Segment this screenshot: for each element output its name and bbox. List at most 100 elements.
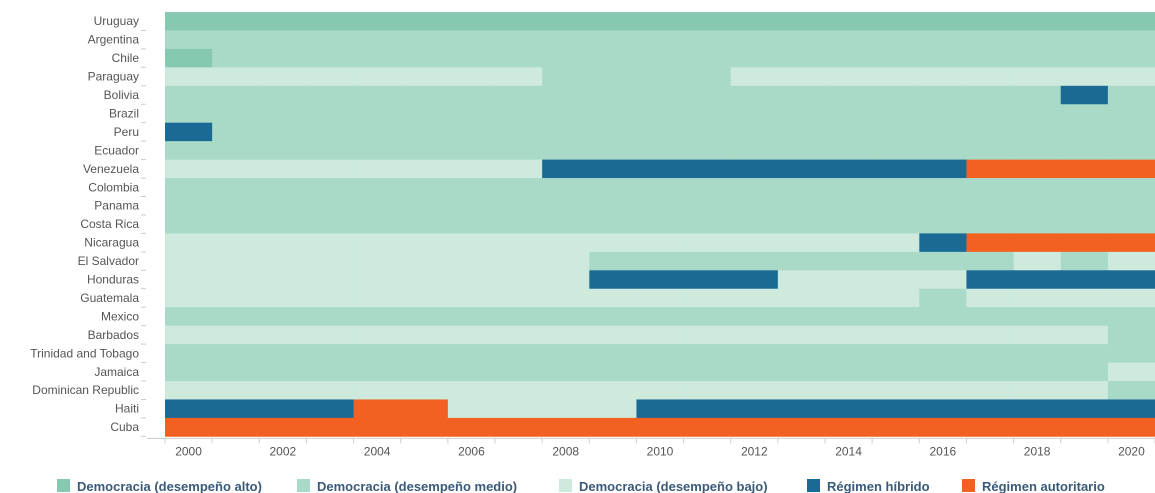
cell-uruguay-2003[interactable] (306, 12, 355, 31)
cell-panama-2009[interactable] (589, 196, 638, 216)
cell-nicaragua-2001[interactable] (212, 233, 260, 253)
cell-peru-2008[interactable] (542, 122, 590, 142)
cell-colombia-2013[interactable] (777, 178, 826, 197)
cell-argentina-2007[interactable] (495, 30, 543, 50)
cell-jamaica-2015[interactable] (872, 362, 920, 382)
cell-mexico-2014[interactable] (825, 307, 873, 327)
cell-nicaragua-2005[interactable] (400, 233, 449, 253)
legend-swatch-regimen-hibrido[interactable] (807, 479, 820, 492)
cell-venezuela-2006[interactable] (447, 159, 496, 179)
cell-brazil-2018[interactable] (1013, 104, 1062, 124)
cell-brazil-2011[interactable] (683, 104, 732, 124)
cell-costa-rica-2014[interactable] (825, 214, 873, 234)
cell-haiti-2003[interactable] (306, 399, 355, 419)
cell-trinidad-and-tobago-2010[interactable] (636, 344, 685, 363)
legend-label-regimen-autoritario[interactable]: Régimen autoritario (982, 479, 1105, 493)
cell-honduras-2016[interactable] (919, 270, 968, 290)
cell-bolivia-2009[interactable] (589, 85, 638, 105)
cell-trinidad-and-tobago-2006[interactable] (447, 344, 496, 363)
cell-panama-2019[interactable] (1060, 196, 1109, 216)
cell-guatemala-2001[interactable] (212, 288, 260, 308)
cell-mexico-2020[interactable] (1107, 307, 1155, 327)
cell-chile-2009[interactable] (589, 48, 638, 68)
cell-panama-2010[interactable] (636, 196, 685, 216)
cell-guatemala-2015[interactable] (872, 288, 920, 308)
cell-cuba-2020[interactable] (1107, 417, 1155, 437)
cell-ecuador-2003[interactable] (306, 141, 355, 160)
cell-nicaragua-2019[interactable] (1060, 233, 1109, 253)
cell-costa-rica-2006[interactable] (447, 214, 496, 234)
cell-cuba-2013[interactable] (777, 417, 826, 437)
cell-uruguay-2018[interactable] (1013, 12, 1062, 31)
cell-nicaragua-2003[interactable] (306, 233, 355, 253)
cell-venezuela-2012[interactable] (730, 159, 779, 179)
cell-brazil-2016[interactable] (919, 104, 968, 124)
cell-dominican-republic-2008[interactable] (542, 381, 590, 400)
cell-ecuador-2001[interactable] (212, 141, 260, 160)
cell-venezuela-2019[interactable] (1060, 159, 1109, 179)
cell-argentina-2001[interactable] (212, 30, 260, 50)
cell-trinidad-and-tobago-2020[interactable] (1107, 344, 1155, 363)
cell-nicaragua-2013[interactable] (777, 233, 826, 253)
cell-cuba-2019[interactable] (1060, 417, 1109, 437)
cell-barbados-2005[interactable] (400, 325, 449, 345)
cell-jamaica-2008[interactable] (542, 362, 590, 382)
cell-colombia-2016[interactable] (919, 178, 968, 197)
cell-nicaragua-2017[interactable] (966, 233, 1015, 253)
cell-honduras-2006[interactable] (447, 270, 496, 290)
cell-peru-2013[interactable] (777, 122, 826, 142)
cell-dominican-republic-2017[interactable] (966, 381, 1015, 400)
cell-haiti-2011[interactable] (683, 399, 732, 419)
cell-paraguay-2017[interactable] (966, 67, 1015, 87)
cell-chile-2011[interactable] (683, 48, 732, 68)
cell-chile-2005[interactable] (400, 48, 449, 68)
cell-haiti-2008[interactable] (542, 399, 590, 419)
cell-brazil-2014[interactable] (825, 104, 873, 124)
cell-chile-2015[interactable] (872, 48, 920, 68)
cell-argentina-2004[interactable] (353, 30, 402, 50)
cell-costa-rica-2015[interactable] (872, 214, 920, 234)
cell-el-salvador-2020[interactable] (1107, 251, 1155, 271)
cell-costa-rica-2020[interactable] (1107, 214, 1155, 234)
cell-mexico-2009[interactable] (589, 307, 638, 327)
cell-trinidad-and-tobago-2001[interactable] (212, 344, 260, 363)
cell-el-salvador-2003[interactable] (306, 251, 355, 271)
cell-panama-2007[interactable] (495, 196, 543, 216)
cell-haiti-2016[interactable] (919, 399, 968, 419)
cell-honduras-2005[interactable] (400, 270, 449, 290)
cell-colombia-2000[interactable] (165, 178, 213, 197)
cell-argentina-2019[interactable] (1060, 30, 1109, 50)
cell-peru-2001[interactable] (212, 122, 260, 142)
cell-nicaragua-2002[interactable] (259, 233, 308, 253)
cell-argentina-2020[interactable] (1107, 30, 1155, 50)
cell-panama-2013[interactable] (777, 196, 826, 216)
cell-mexico-2002[interactable] (259, 307, 308, 327)
cell-dominican-republic-2007[interactable] (495, 381, 543, 400)
cell-peru-2016[interactable] (919, 122, 968, 142)
cell-paraguay-2008[interactable] (542, 67, 590, 87)
cell-peru-2017[interactable] (966, 122, 1015, 142)
cell-dominican-republic-2020[interactable] (1107, 381, 1155, 400)
cell-trinidad-and-tobago-2009[interactable] (589, 344, 638, 363)
cell-haiti-2001[interactable] (212, 399, 260, 419)
cell-el-salvador-2001[interactable] (212, 251, 260, 271)
cell-bolivia-2016[interactable] (919, 85, 968, 105)
cell-bolivia-2019[interactable] (1060, 85, 1109, 105)
cell-guatemala-2007[interactable] (495, 288, 543, 308)
cell-mexico-2013[interactable] (777, 307, 826, 327)
cell-bolivia-2011[interactable] (683, 85, 732, 105)
cell-barbados-2004[interactable] (353, 325, 402, 345)
cell-ecuador-2017[interactable] (966, 141, 1015, 160)
cell-panama-2017[interactable] (966, 196, 1015, 216)
cell-honduras-2012[interactable] (730, 270, 779, 290)
cell-peru-2000[interactable] (165, 122, 213, 142)
cell-argentina-2002[interactable] (259, 30, 308, 50)
cell-uruguay-2006[interactable] (447, 12, 496, 31)
cell-haiti-2019[interactable] (1060, 399, 1109, 419)
cell-colombia-2018[interactable] (1013, 178, 1062, 197)
cell-barbados-2012[interactable] (730, 325, 779, 345)
cell-guatemala-2010[interactable] (636, 288, 685, 308)
cell-nicaragua-2015[interactable] (872, 233, 920, 253)
cell-cuba-2002[interactable] (259, 417, 308, 437)
cell-barbados-2016[interactable] (919, 325, 968, 345)
